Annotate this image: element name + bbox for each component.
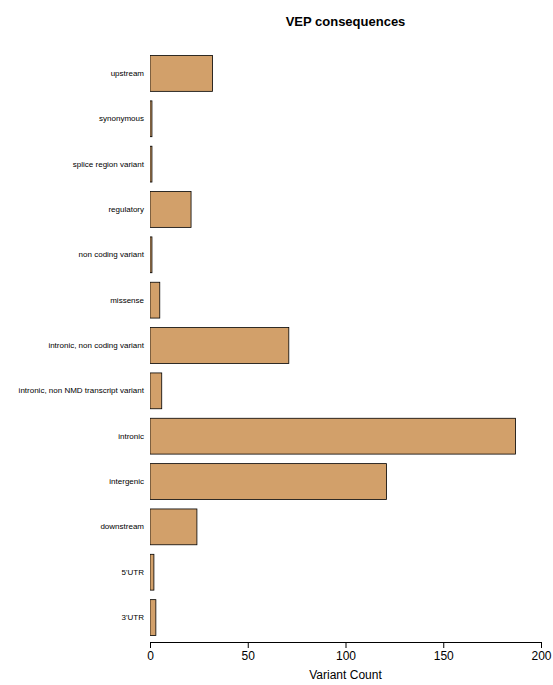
tick: intergenic [109,477,144,486]
tick: intronic [118,432,144,441]
bar [150,328,289,364]
tick: missense [110,296,144,305]
tick-label: intronic, non NMD transcript variant [19,386,145,395]
tick: downstream [100,522,144,531]
tick: 200 [531,642,551,663]
tick: splice region variant [73,160,145,169]
tick-label: intronic [118,432,144,441]
tick-label: non coding variant [79,250,145,259]
bars [150,56,516,636]
tick-label: upstream [111,69,145,78]
tick-label: intergenic [109,477,144,486]
chart: VEP consequences 0 50 100 150 200 Variant Coun… [0,0,553,685]
tick: upstream [111,69,145,78]
tick-mark [443,642,444,648]
tick-label: intronic, non coding variant [48,341,144,350]
bar [150,418,516,454]
tick-label: 100 [336,649,356,663]
title: VEP consequences [286,14,406,29]
tick: intronic, non coding variant [48,341,144,350]
bar [150,192,191,228]
tick: synonymous [99,114,144,123]
tick-mark [346,642,347,648]
bar [150,600,156,636]
tick: 3'UTR [122,613,145,622]
tick-label: synonymous [99,114,144,123]
bar [150,56,213,92]
bar [150,554,154,590]
tick: 150 [434,642,454,663]
x-axis: 0 50 100 150 200 [147,642,552,663]
y-axis: upstream synonymous splice region variant r… [19,69,145,622]
tick: non coding variant [79,250,145,259]
tick-label: 200 [531,649,551,663]
bar [150,509,197,545]
bar [150,464,387,500]
tick-label: splice region variant [73,160,145,169]
tick-label: 0 [147,649,154,663]
tick: regulatory [108,205,144,214]
tick: 0 [147,642,154,663]
tick-label: downstream [100,522,144,531]
tick: 5'UTR [122,568,145,577]
tick-mark [150,642,151,648]
tick: 100 [336,642,356,663]
bar [150,101,152,137]
tick: intronic, non NMD transcript variant [19,386,145,395]
tick-mark [248,642,249,648]
x-axis-title: Variant Count [309,668,382,682]
tick: 50 [242,642,256,663]
bar [150,373,162,409]
tick-label: regulatory [108,205,144,214]
bar [150,282,160,318]
tick-label: 50 [242,649,256,663]
tick-label: 5'UTR [122,568,145,577]
tick-label: 3'UTR [122,613,145,622]
bar [150,237,152,273]
tick-label: missense [110,296,144,305]
tick-label: 150 [434,649,454,663]
bar [150,146,152,182]
tick-mark [541,642,542,648]
